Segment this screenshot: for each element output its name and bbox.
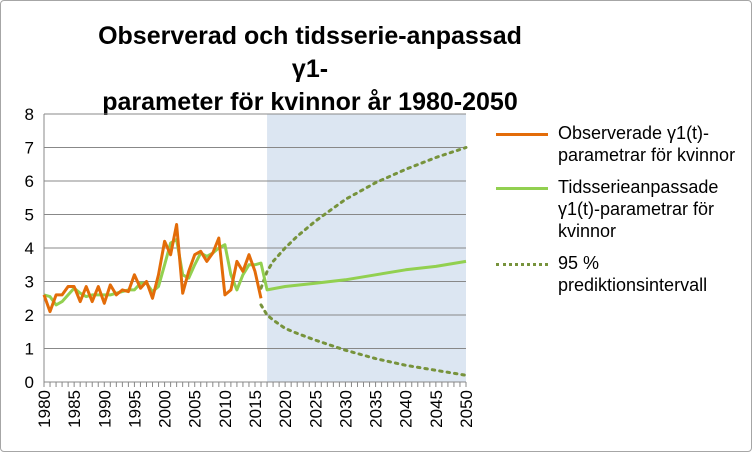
x-tick-label: 2000 [156,390,175,428]
legend-item-fitted: Tidsserieanpassade γ1(t)-parametrar för … [496,176,746,242]
legend-label-observed: Observerade γ1(t)-parametrar för kvinnor [558,123,736,165]
x-tick-label: 2010 [216,390,235,428]
series-interval-lower [259,303,468,377]
legend-label-fitted: Tidsserieanpassade γ1(t)-parametrar för … [558,177,719,241]
x-tick-label: 2040 [397,390,416,428]
y-tick-label: 5 [25,206,34,225]
x-tick-label: 2025 [306,390,325,428]
x-tick-label: 2020 [276,390,295,428]
y-tick-label: 4 [25,239,34,258]
y-tick-label: 1 [25,340,34,359]
x-tick-label: 1990 [95,390,114,428]
series-interval-upper [259,146,468,290]
x-tick-label: 1995 [125,390,144,428]
y-tick-label: 6 [25,172,34,191]
x-tick-label: 2035 [367,390,386,428]
y-tick-label: 7 [25,139,34,158]
x-tick-label: 2005 [186,390,205,428]
y-tick-label: 8 [25,105,34,124]
x-tick-label: 1980 [35,390,54,428]
series-observed [42,223,263,314]
x-tick-label: 1985 [65,390,84,428]
y-tick-label: 2 [25,306,34,325]
legend-swatch-fitted [496,187,548,190]
x-tick-label: 2030 [336,390,355,428]
chart-title-line-2: parameter för kvinnor år 1980-2050 [102,88,518,116]
legend-swatch-observed [496,133,548,136]
chart-title: Observerad och tidsserie-anpassad γ1- pa… [80,20,540,119]
legend-item-interval: 95 % prediktionsintervall [496,252,746,296]
legend-item-observed: Observerade γ1(t)-parametrar för kvinnor [496,122,746,166]
legend-label-interval: 95 % prediktionsintervall [558,253,708,295]
x-tick-label: 2045 [427,390,446,428]
x-tick-label: 2015 [246,390,265,428]
legend-swatch-interval [496,263,548,266]
y-tick-label: 0 [25,373,34,392]
y-tick-label: 3 [25,273,34,292]
x-tick-label: 2050 [457,390,476,428]
chart-title-line-1: Observerad och tidsserie-anpassad γ1- [98,22,522,83]
legend: Observerade γ1(t)-parametrar för kvinnor… [496,122,746,306]
